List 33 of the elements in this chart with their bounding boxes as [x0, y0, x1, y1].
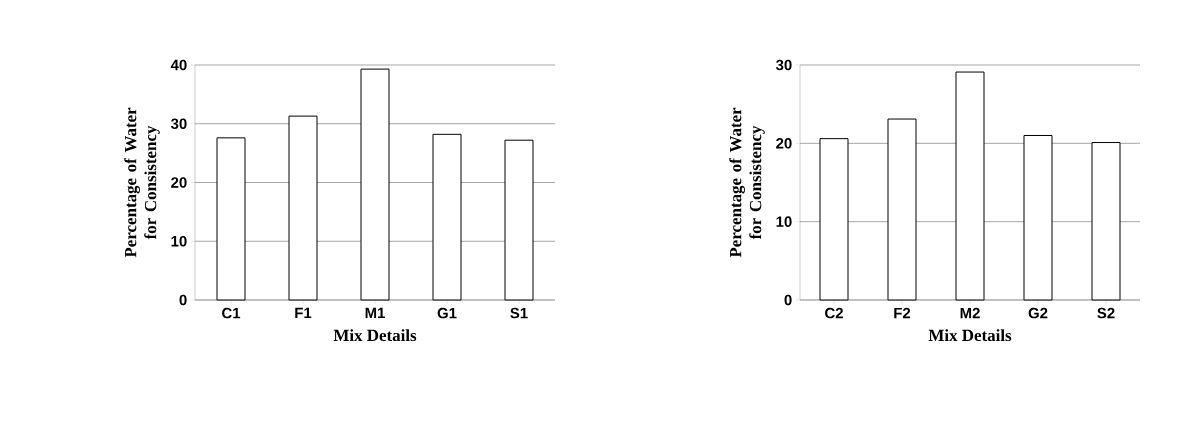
x-axis-title: Mix Details [928, 329, 1012, 342]
x-tick-label: M1 [365, 307, 385, 319]
bar [432, 133, 462, 301]
y-tick-label: 40 [170, 59, 187, 71]
bar [216, 137, 246, 301]
y-axis-title: Percentage of Water for Consistency [124, 107, 160, 258]
bar [819, 138, 849, 301]
y-tick-label: 20 [776, 138, 792, 149]
x-tick-label: F2 [894, 307, 911, 319]
y-tick-label: 10 [776, 216, 792, 227]
bar [288, 115, 318, 301]
bar [887, 118, 917, 301]
bar [1023, 135, 1053, 301]
bar [1091, 142, 1121, 301]
x-tick-label: C1 [222, 307, 241, 319]
y-tick-label: 0 [784, 294, 792, 306]
x-tick-label: S2 [1097, 307, 1115, 319]
x-tick-label: S1 [510, 307, 528, 319]
bar [504, 139, 534, 301]
y-axis-title: Percentage of Water for Consistency [729, 107, 765, 258]
x-tick-label: C2 [825, 307, 843, 319]
y-tick-label: 30 [775, 59, 792, 71]
x-tick-label: F1 [295, 307, 312, 319]
x-tick-label: G2 [1028, 307, 1048, 319]
bar [360, 68, 390, 301]
x-axis-title: Mix Details [333, 329, 417, 342]
bar [955, 71, 985, 301]
x-tick-label: M2 [960, 307, 980, 319]
y-tick-label: 20 [171, 177, 187, 188]
x-tick-label: G1 [437, 307, 457, 319]
y-tick-label: 10 [171, 235, 187, 247]
y-tick-label: 0 [179, 294, 187, 306]
y-tick-label: 30 [170, 118, 187, 130]
